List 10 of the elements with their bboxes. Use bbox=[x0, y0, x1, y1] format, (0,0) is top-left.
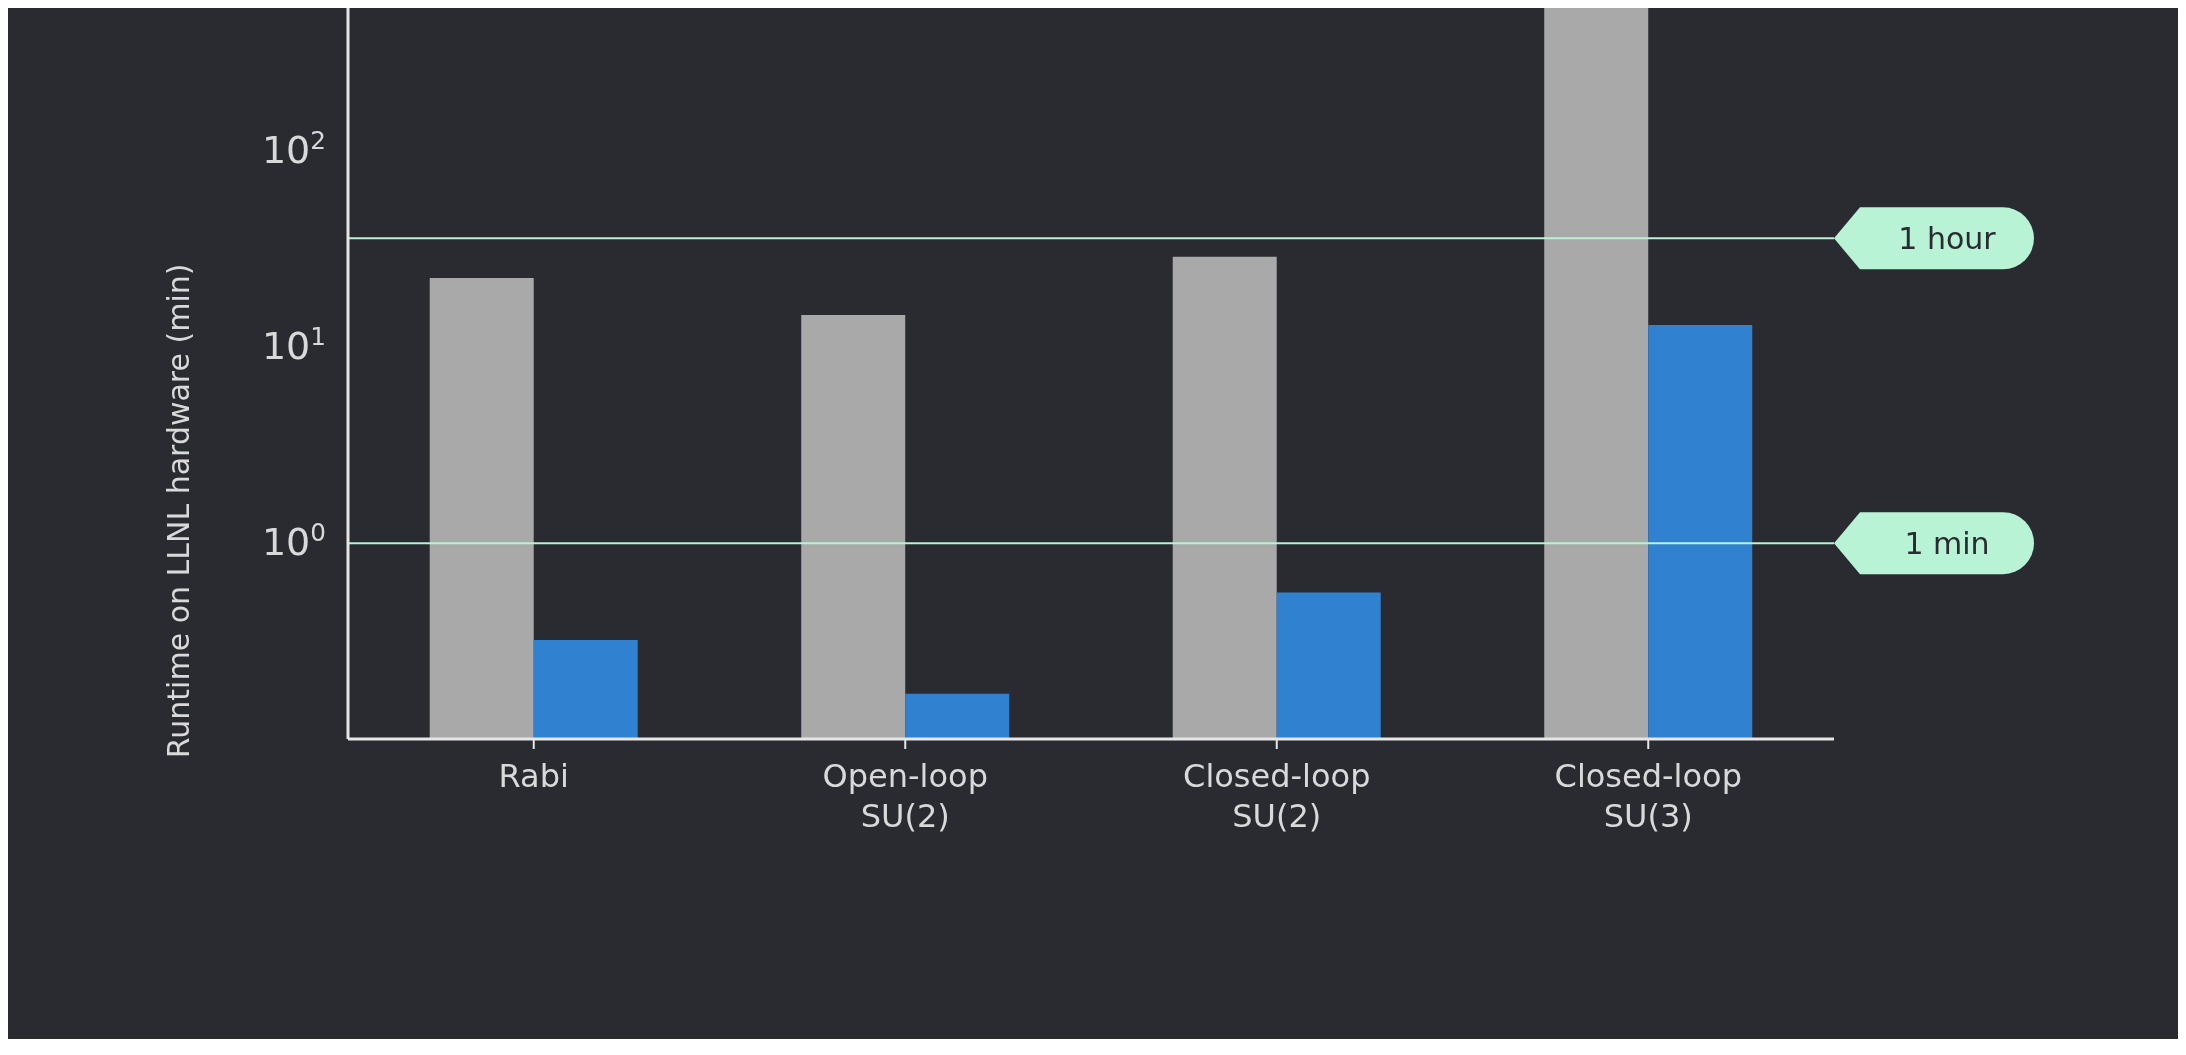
x-tick-label: Closed-loop SU(2) bbox=[1183, 757, 1371, 835]
y-tick-label: 10$^{0}$ bbox=[261, 517, 326, 565]
ref-line-label: 1 min bbox=[1904, 526, 1990, 562]
y-tick-label: 10$^{2}$ bbox=[261, 125, 326, 173]
x-tick-label: Closed-loop SU(3) bbox=[1554, 757, 1742, 835]
y-tick-label: 10$^{1}$ bbox=[261, 321, 326, 369]
ref-line-label: 1 hour bbox=[1898, 221, 1997, 257]
y-axis-title: Runtime on LLNL hardware (min) bbox=[160, 263, 196, 759]
x-tick-label: Rabi bbox=[498, 757, 569, 795]
x-tick-label: Open-loop SU(2) bbox=[822, 757, 988, 835]
